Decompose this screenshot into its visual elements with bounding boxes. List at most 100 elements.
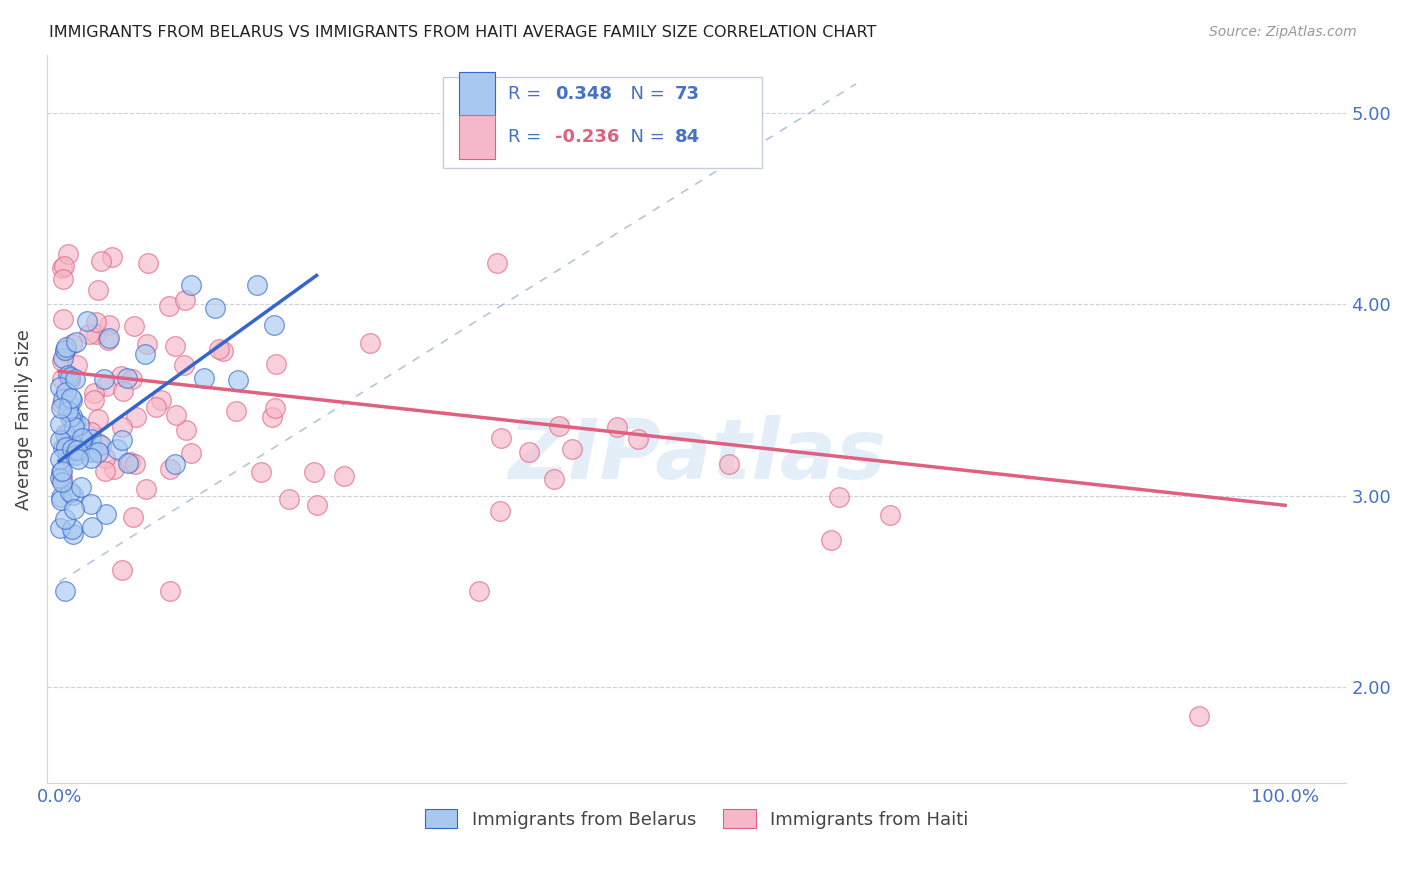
Point	[49, 433, 72, 447]
Point	[96, 379, 118, 393]
Text: 73: 73	[675, 86, 700, 103]
Point	[84, 327, 107, 342]
Point	[193, 371, 215, 385]
Point	[53, 512, 76, 526]
Point	[80, 450, 103, 465]
Point	[157, 299, 180, 313]
Point	[75, 434, 97, 448]
FancyBboxPatch shape	[443, 77, 762, 168]
Text: N =: N =	[619, 86, 671, 103]
Point	[180, 446, 202, 460]
FancyBboxPatch shape	[458, 72, 495, 116]
Point	[51, 261, 73, 276]
Point	[87, 412, 110, 426]
Point	[58, 434, 80, 448]
Point	[63, 444, 86, 458]
Point	[879, 508, 901, 522]
Point	[111, 384, 134, 399]
Point	[159, 584, 181, 599]
Point	[225, 404, 247, 418]
Point	[163, 339, 186, 353]
Point	[52, 312, 75, 326]
Point	[49, 465, 72, 479]
Point	[83, 393, 105, 408]
Point	[124, 458, 146, 472]
Point	[63, 419, 86, 434]
Point	[55, 434, 77, 448]
Point	[111, 434, 134, 448]
Point	[76, 313, 98, 327]
Point	[87, 283, 110, 297]
Point	[115, 371, 138, 385]
Point	[65, 415, 87, 429]
Point	[180, 278, 202, 293]
Point	[52, 441, 75, 455]
Point	[49, 401, 72, 415]
Point	[90, 253, 112, 268]
Point	[80, 425, 103, 440]
Point	[59, 485, 82, 500]
Point	[58, 370, 80, 384]
Point	[52, 392, 75, 407]
Point	[627, 432, 650, 446]
Point	[49, 490, 72, 504]
Point	[277, 491, 299, 506]
Point	[53, 427, 76, 442]
Point	[163, 457, 186, 471]
Point	[66, 451, 89, 466]
Point	[485, 255, 508, 269]
Point	[62, 488, 84, 502]
Point	[49, 521, 72, 535]
Point	[547, 419, 569, 434]
Point	[60, 409, 83, 423]
Point	[105, 442, 128, 456]
Point	[80, 519, 103, 533]
Point	[173, 293, 195, 307]
Point	[52, 272, 75, 286]
Point	[80, 432, 103, 446]
Point	[820, 533, 842, 547]
Point	[58, 246, 80, 260]
Point	[80, 445, 103, 459]
Point	[59, 410, 82, 425]
Point	[117, 457, 139, 471]
Point	[49, 417, 72, 431]
Point	[51, 469, 73, 483]
Point	[86, 435, 108, 450]
Point	[263, 318, 285, 332]
Point	[97, 333, 120, 347]
Point	[60, 522, 83, 536]
Point	[55, 385, 77, 400]
Point	[56, 368, 79, 382]
Point	[65, 443, 87, 458]
Point	[84, 315, 107, 329]
Point	[90, 438, 112, 452]
Point	[208, 343, 231, 357]
Point	[165, 408, 187, 422]
Point	[66, 358, 89, 372]
Point	[52, 351, 75, 365]
Text: ZIPatlas: ZIPatlas	[508, 415, 886, 496]
Point	[53, 584, 76, 599]
Point	[94, 464, 117, 478]
Point	[70, 431, 93, 445]
Point	[56, 403, 79, 417]
Text: R =: R =	[508, 86, 547, 103]
Text: IMMIGRANTS FROM BELARUS VS IMMIGRANTS FROM HAITI AVERAGE FAMILY SIZE CORRELATION: IMMIGRANTS FROM BELARUS VS IMMIGRANTS FR…	[49, 25, 876, 40]
Point	[55, 440, 77, 454]
Point	[77, 326, 100, 341]
Point	[135, 482, 157, 496]
Point	[65, 448, 87, 462]
Point	[101, 250, 124, 264]
Point	[304, 465, 326, 479]
Point	[51, 492, 73, 507]
Point	[49, 379, 72, 393]
Point	[63, 440, 86, 454]
Point	[828, 490, 851, 504]
Point	[111, 564, 134, 578]
Point	[124, 410, 146, 425]
Point	[159, 461, 181, 475]
Point	[103, 461, 125, 475]
Point	[62, 526, 84, 541]
Point	[122, 510, 145, 524]
